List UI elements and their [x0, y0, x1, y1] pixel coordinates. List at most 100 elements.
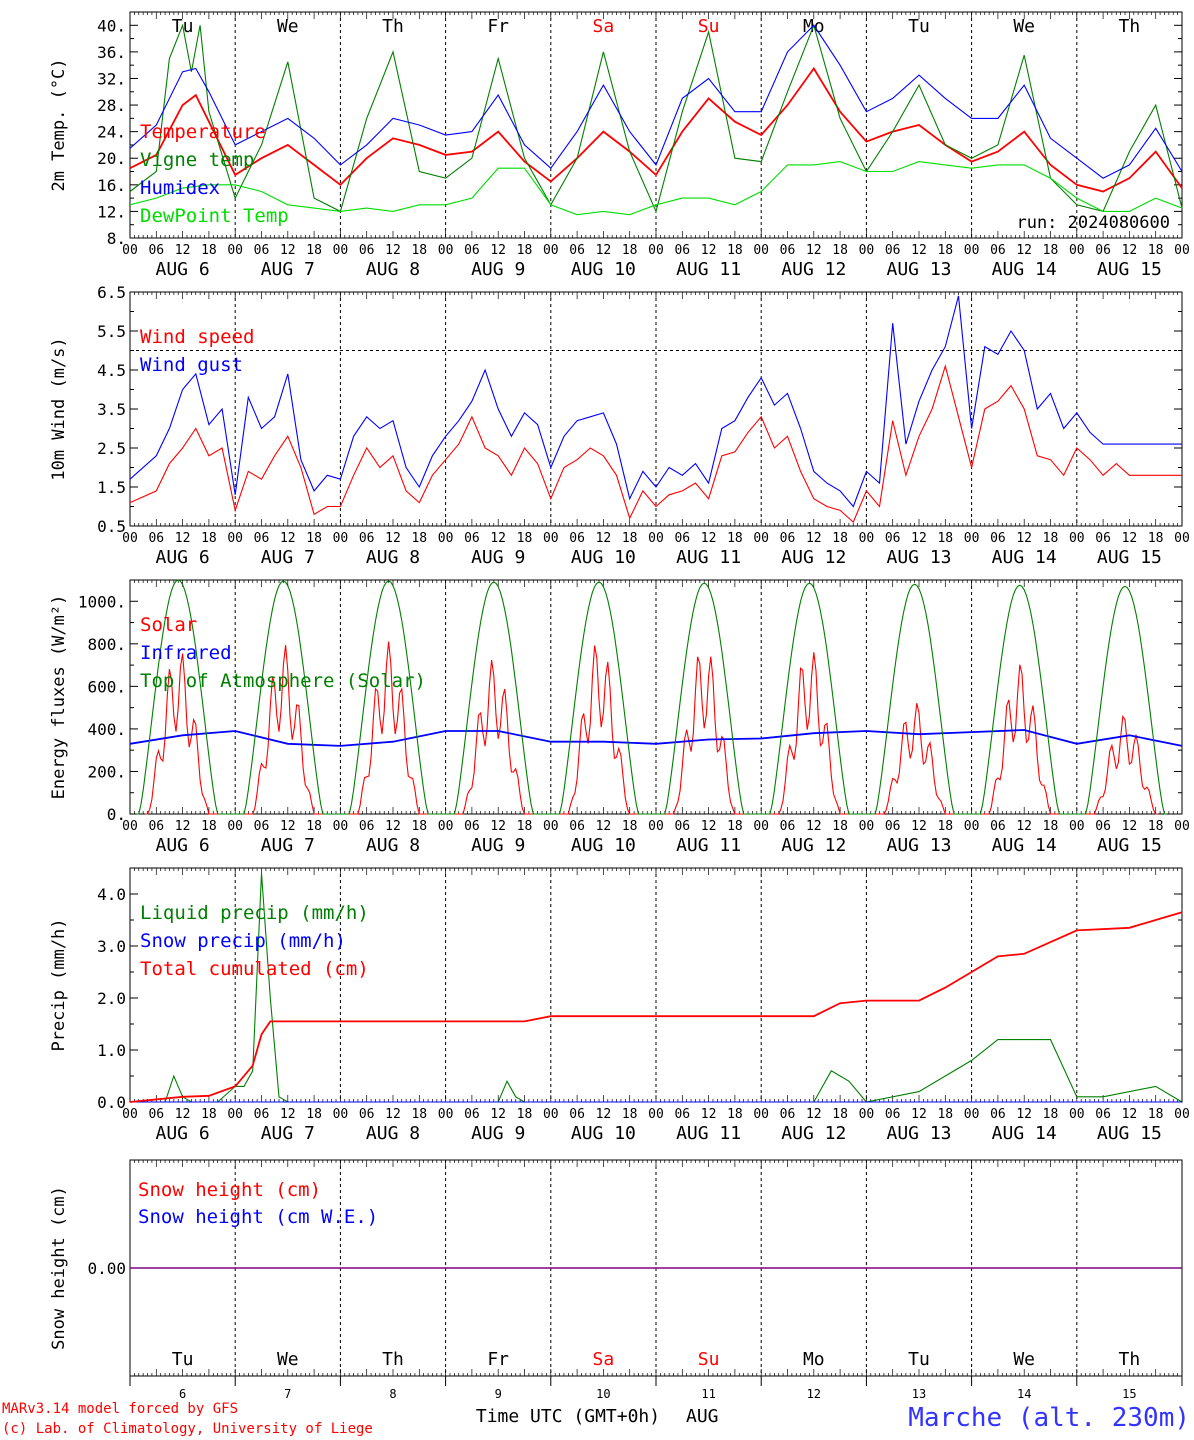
- x-date-label: AUG 11: [676, 1123, 741, 1144]
- x-hour-label: 06: [569, 243, 585, 258]
- x-hour-label: 00: [438, 819, 454, 834]
- x-hour-label: 12: [1122, 1107, 1138, 1122]
- x-date-label: AUG 7: [261, 835, 315, 856]
- x-hour-label: 18: [1148, 531, 1164, 546]
- x-hour-label: 18: [1148, 1107, 1164, 1122]
- x-hour-label: 12: [175, 531, 191, 546]
- x-hour-label: 00: [438, 531, 454, 546]
- x-hour-label: 00: [543, 819, 559, 834]
- x-hour-label: 18: [727, 243, 743, 258]
- x-hour-label: 06: [885, 1107, 901, 1122]
- weekday-label: Th: [382, 1349, 404, 1370]
- x-hour-label: 06: [359, 531, 375, 546]
- y-tick-label: 2.5: [97, 439, 126, 458]
- x-hour-label: 00: [438, 243, 454, 258]
- x-hour-label: 18: [937, 243, 953, 258]
- weekday-label: We: [1013, 1349, 1035, 1370]
- x-hour-label: 18: [517, 819, 533, 834]
- y-tick-label: 0.0: [97, 1093, 126, 1112]
- x-hour-label: 18: [411, 819, 427, 834]
- day-number-label: 12: [807, 1387, 821, 1401]
- weekday-label: Fr: [487, 16, 509, 37]
- y-axis-title: Snow height (cm): [49, 1186, 69, 1350]
- y-tick-label: 36.: [97, 43, 126, 62]
- x-hour-label: 06: [990, 819, 1006, 834]
- series-line: [129, 729, 1183, 747]
- run-annotation: run: 2024080600: [1016, 213, 1170, 233]
- day-number-label: 11: [701, 1387, 715, 1401]
- x-hour-label: 06: [674, 819, 690, 834]
- legend-entry: Liquid precip (mm/h): [140, 902, 369, 924]
- x-hour-label: 18: [306, 531, 322, 546]
- x-hour-label: 18: [832, 243, 848, 258]
- legend-entry: Snow precip (mm/h): [140, 930, 346, 952]
- x-date-label: AUG 10: [571, 259, 636, 280]
- series-line: [136, 579, 1167, 815]
- x-hour-label: 00: [333, 243, 349, 258]
- weekday-label: Tu: [172, 1349, 194, 1370]
- x-hour-label: 00: [1174, 1107, 1190, 1122]
- x-hour-label: 00: [1069, 819, 1085, 834]
- x-hour-label: 06: [674, 531, 690, 546]
- x-hour-label: 00: [964, 243, 980, 258]
- x-date-label: AUG 14: [992, 547, 1057, 568]
- x-hour-label: 00: [859, 243, 875, 258]
- x-hour-label: 18: [937, 1107, 953, 1122]
- x-hour-label: 00: [964, 1107, 980, 1122]
- x-date-label: AUG 12: [781, 835, 846, 856]
- x-hour-label: 00: [753, 531, 769, 546]
- x-date-label: AUG 7: [261, 259, 315, 280]
- panel-3: 1000. 800. 600. 400. 200. 0. Energy fluxes (W/…: [49, 579, 1190, 856]
- x-hour-label: 18: [201, 1107, 217, 1122]
- x-hour-label: 06: [674, 243, 690, 258]
- y-tick-label: 200.: [87, 762, 126, 781]
- x-date-label: AUG 13: [886, 835, 951, 856]
- x-hour-label: 12: [911, 531, 927, 546]
- y-tick-label: 24.: [97, 123, 126, 142]
- day-number-label: 9: [495, 1387, 502, 1401]
- x-hour-label: 12: [280, 243, 296, 258]
- weekday-label: Sa: [593, 1349, 615, 1370]
- x-hour-label: 00: [753, 819, 769, 834]
- x-hour-label: 18: [1148, 243, 1164, 258]
- y-tick-label: 12.: [97, 202, 126, 221]
- x-hour-label: 06: [464, 819, 480, 834]
- x-date-label: AUG 12: [781, 259, 846, 280]
- weekday-label: Th: [1119, 1349, 1141, 1370]
- x-hour-label: 06: [1095, 243, 1111, 258]
- x-hour-label: 06: [254, 531, 270, 546]
- x-hour-label: 06: [1095, 531, 1111, 546]
- y-tick-label: 28.: [97, 96, 126, 115]
- series-line: [129, 23, 1183, 214]
- x-date-label: AUG 11: [676, 547, 741, 568]
- x-hour-label: 00: [753, 243, 769, 258]
- weekday-label: Th: [1119, 16, 1141, 37]
- x-hour-label: 00: [543, 531, 559, 546]
- x-axis-month: AUG: [686, 1406, 719, 1427]
- series-line: [129, 295, 1182, 508]
- legend-entry: Wind gust: [140, 354, 243, 376]
- y-tick-label: 2.0: [97, 989, 126, 1008]
- x-hour-label: 12: [280, 1107, 296, 1122]
- x-hour-label: 06: [569, 531, 585, 546]
- x-hour-label: 00: [227, 1107, 243, 1122]
- x-hour-label: 18: [306, 1107, 322, 1122]
- x-date-label: AUG 6: [156, 547, 210, 568]
- y-tick-label: 4.5: [97, 361, 126, 380]
- x-hour-label: 00: [122, 243, 138, 258]
- x-date-label: AUG 14: [992, 259, 1057, 280]
- x-hour-label: 18: [201, 819, 217, 834]
- x-hour-label: 00: [1174, 243, 1190, 258]
- y-tick-label: 800.: [87, 635, 126, 654]
- x-hour-label: 12: [385, 1107, 401, 1122]
- x-hour-label: 00: [648, 531, 664, 546]
- x-hour-label: 12: [175, 1107, 191, 1122]
- y-tick-label: 16.: [97, 176, 126, 195]
- y-tick-label: 0.: [107, 805, 126, 824]
- x-hour-label: 12: [280, 819, 296, 834]
- x-hour-label: 12: [701, 819, 717, 834]
- x-hour-label: 12: [1122, 819, 1138, 834]
- x-hour-label: 06: [359, 243, 375, 258]
